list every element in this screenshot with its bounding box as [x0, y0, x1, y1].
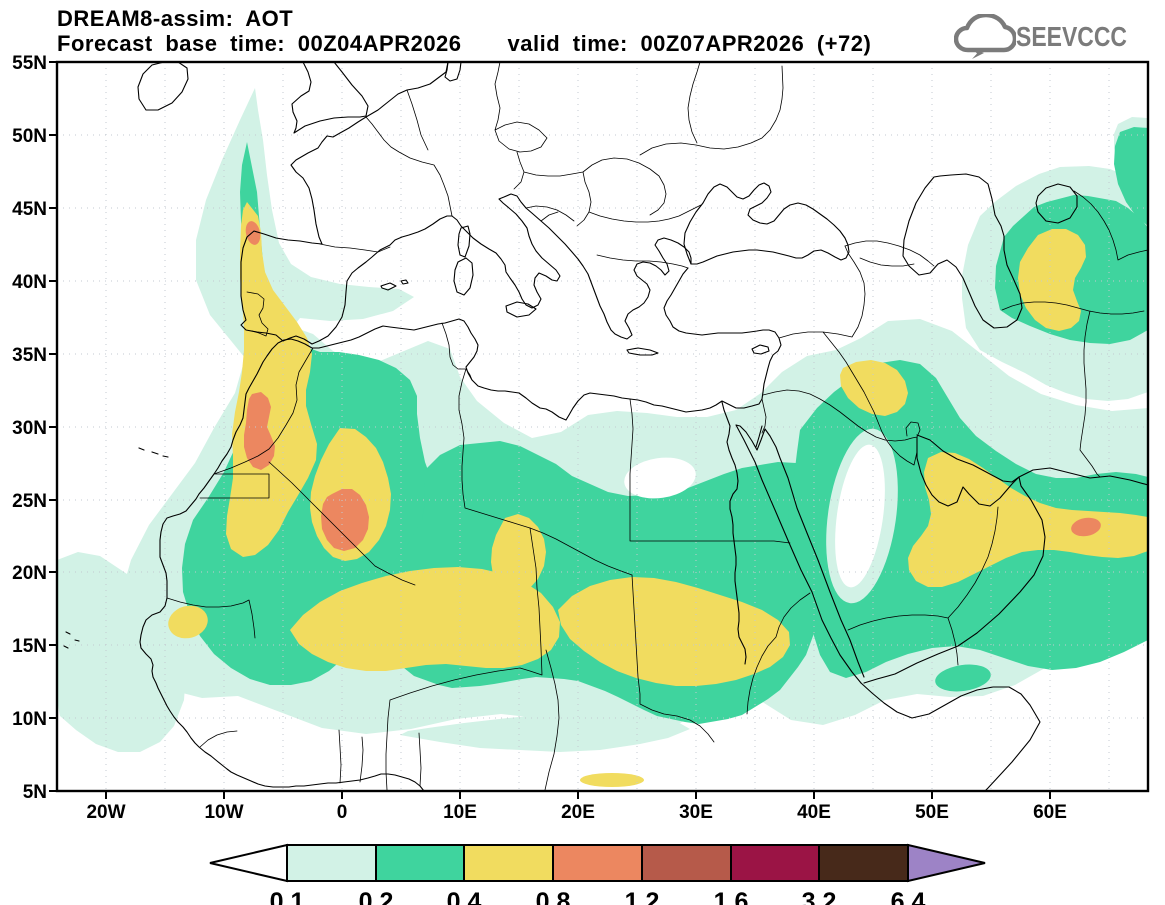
- y-tick-label: 5N: [23, 782, 47, 803]
- coast-denmark: [444, 63, 462, 82]
- colorbar-under-arrow: [209, 843, 288, 883]
- coast-arabia: [863, 436, 1046, 684]
- yellow-senegal-spot: [168, 605, 208, 639]
- colorbar-label: 0.4: [447, 888, 482, 905]
- x-tick-label: 40E: [797, 802, 831, 823]
- colorbar-swatch-0.4-0.8: [463, 844, 554, 882]
- colorbar-label: 0.8: [536, 888, 571, 905]
- contour-fills: [58, 88, 1147, 787]
- forecast-base-time: Forecast base time: 00Z04APR2026: [57, 31, 462, 56]
- coast-turkey-levant-africa: [139, 267, 782, 790]
- seevccc-logo: SEEVCCC: [953, 14, 1151, 60]
- colorbar-swatch-0.2-0.4: [375, 844, 465, 882]
- colorbar-swatch-1.6-3.2: [730, 844, 820, 882]
- island-canaries-capeverde: [63, 447, 169, 649]
- low-aot-holes: [624, 428, 898, 604]
- coastlines: [63, 63, 1147, 790]
- yellow-gulf-oman-band: [908, 452, 1147, 587]
- y-tick-label: 25N: [12, 491, 47, 512]
- coast-iran-pakistan: [1018, 467, 1147, 486]
- valid-time: valid time: 00Z07APR2026 (+72): [507, 31, 872, 56]
- colorbar: 0.1 0.2 0.4 0.8 1.2 1.6 3.2 6.4: [209, 843, 986, 905]
- coast-gulf-north: [916, 434, 1020, 483]
- coast-aral: [1035, 183, 1078, 224]
- coast-caspian: [902, 173, 1023, 329]
- colorbar-swatch-0.1-0.2: [286, 844, 377, 882]
- island-crete: [626, 347, 659, 356]
- colorbar-swatch-0.8-1.2: [552, 844, 643, 882]
- central-saudi-white-hole: [835, 444, 885, 588]
- yellow-car-strip: [580, 773, 644, 787]
- y-tick-label: 50N: [12, 126, 47, 147]
- x-tick-label: 30E: [679, 802, 713, 823]
- colorbar-label: 0.1: [270, 888, 305, 905]
- coast-red-sea: [735, 424, 865, 684]
- colorbar-label: 3.2: [802, 888, 837, 905]
- borders-libya-egypt-sudan: [629, 398, 811, 743]
- orange-oman: [1071, 517, 1101, 537]
- cyan-atlantic-wedge: [58, 552, 186, 752]
- egypt-white-hole: [624, 457, 696, 499]
- teal-somalia: [935, 664, 991, 692]
- borders-northwest-africa: [199, 322, 633, 586]
- x-tick-label: 50E: [915, 802, 949, 823]
- cloud-arrow-icon: [953, 14, 1016, 59]
- y-tick-label: 35N: [12, 345, 47, 366]
- yellow-sudan-belt: [558, 577, 790, 686]
- x-tick-label: 0: [337, 802, 348, 823]
- orange-nw-iberia: [245, 221, 261, 245]
- colorbar-label: 6.4: [891, 888, 926, 905]
- y-tick-label: 10N: [12, 709, 47, 730]
- y-tick-label: 40N: [12, 272, 47, 293]
- logo-text: SEEVCCC: [1015, 21, 1127, 52]
- y-tick-label: 30N: [12, 418, 47, 439]
- coast-nile: [721, 401, 747, 665]
- borders-sahel: [166, 527, 560, 790]
- page-title: DREAM8-assim: AOT: [57, 6, 294, 31]
- x-tick-label: 20E: [561, 802, 595, 823]
- island-balearics: [380, 279, 409, 291]
- colorbar-swatch-3.2-6.4: [818, 844, 909, 882]
- country-borders: [166, 63, 1147, 790]
- coast-somalia-horn: [860, 682, 1041, 790]
- yellow-iberia-morocco: [226, 202, 317, 557]
- borders-caucasus-centralasia: [844, 190, 1147, 478]
- subtitle: Forecast base time: 00Z04APR2026 valid ti…: [57, 31, 871, 57]
- cyan-guinea-strip: [400, 712, 690, 752]
- y-tick-label: 20N: [12, 563, 47, 584]
- coast-black-sea: [683, 182, 850, 265]
- borders-iberia-france: [246, 243, 391, 337]
- coast-ireland: [137, 63, 189, 111]
- x-tick-label: 10E: [443, 802, 477, 823]
- colorbar-label: 0.2: [359, 888, 394, 905]
- x-tick-label: 60E: [1033, 802, 1067, 823]
- y-tick-label: 55N: [12, 53, 47, 74]
- x-tick-label: 10W: [204, 802, 243, 823]
- axis-ticks: [49, 61, 1051, 799]
- colorbar-swatch-1.2-1.6: [641, 844, 732, 882]
- y-tick-label: 15N: [12, 636, 47, 657]
- colorbar-label: 1.6: [714, 888, 749, 905]
- x-tick-label: 20W: [86, 802, 125, 823]
- yellow-iraq-zagros: [840, 360, 908, 416]
- coast-uk: [291, 63, 369, 134]
- colorbar-over-arrow: [907, 843, 986, 883]
- island-corsica: [457, 225, 471, 258]
- colorbar-label: 1.2: [625, 888, 660, 905]
- x-axis-labels: 20W 10W 0 10E 20E 30E 40E 50E 60E: [86, 802, 1066, 823]
- island-sicily: [505, 301, 537, 318]
- island-sardinia: [453, 257, 474, 296]
- orange-central-algeria: [321, 489, 369, 551]
- borders-middle-east: [761, 245, 999, 666]
- teal-ne-corner: [1114, 127, 1147, 226]
- y-axis-labels: 55N 50N 45N 40N 35N 30N 25N 20N 15N 10N …: [12, 53, 47, 803]
- island-cyprus: [751, 344, 770, 355]
- y-tick-label: 45N: [12, 199, 47, 220]
- coast-europe-west: [240, 63, 692, 345]
- borders-central-europe: [365, 63, 784, 269]
- colorbar-labels: 0.1 0.2 0.4 0.8 1.2 1.6 3.2 6.4: [270, 888, 926, 905]
